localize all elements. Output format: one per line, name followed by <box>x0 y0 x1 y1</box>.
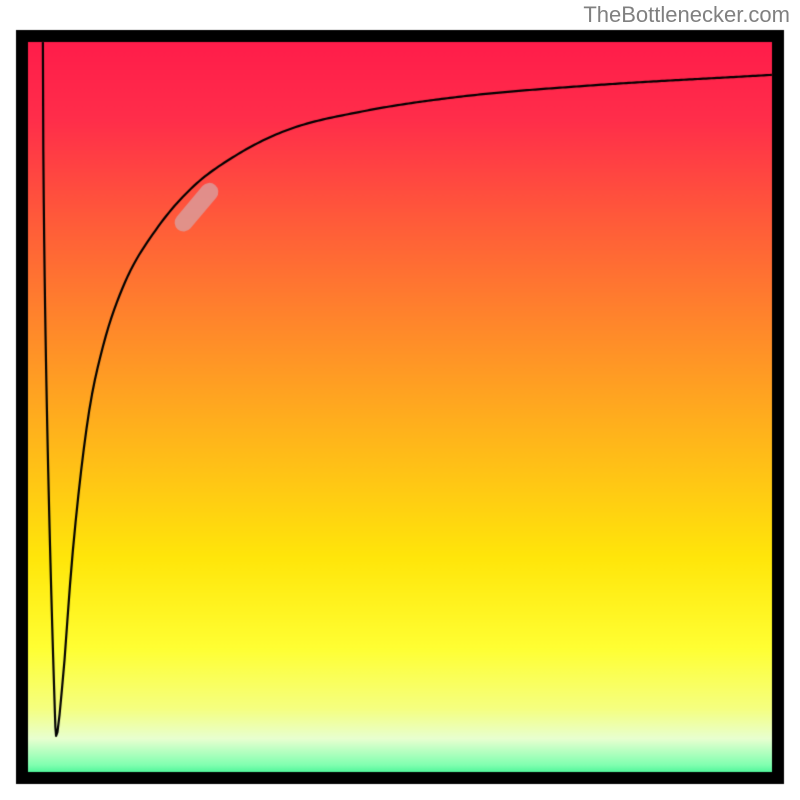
chart-container: TheBottlenecker.com <box>0 0 800 800</box>
curve-plot <box>0 0 800 800</box>
watermark-text: TheBottlenecker.com <box>583 2 790 28</box>
